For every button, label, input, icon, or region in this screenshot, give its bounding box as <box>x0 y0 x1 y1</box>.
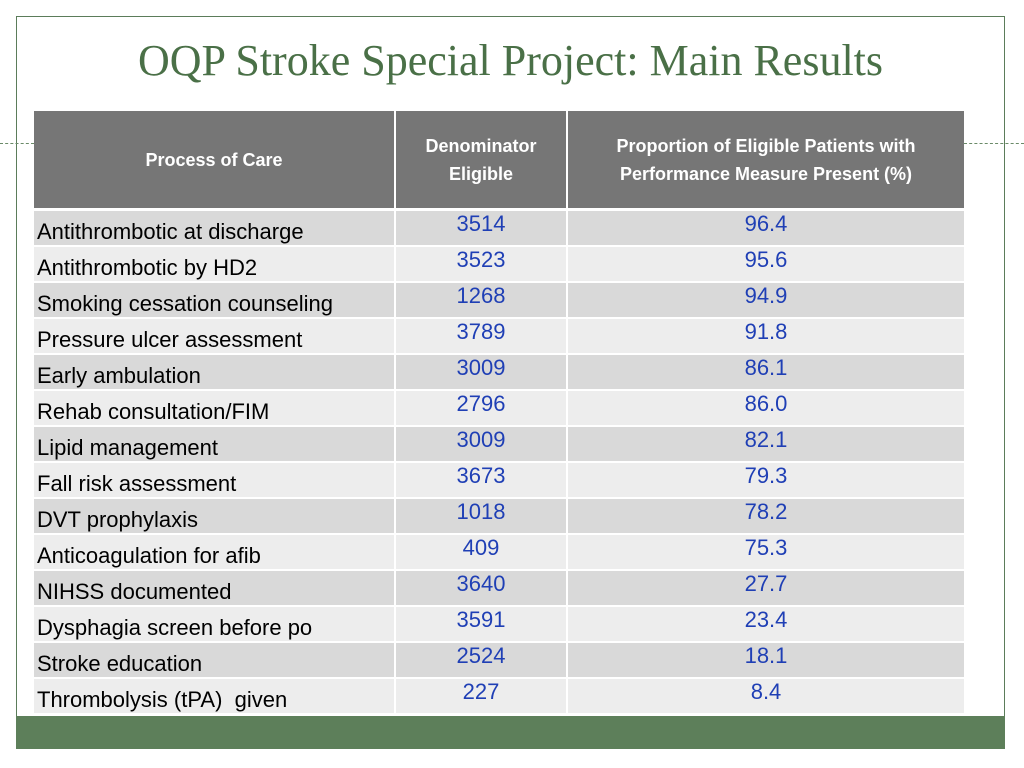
denominator-cell: 1268 <box>396 283 568 319</box>
denominator-cell: 3673 <box>396 463 568 499</box>
process-cell: Stroke education <box>34 643 396 679</box>
proportion-cell: 82.1 <box>568 427 964 463</box>
denominator-cell: 3591 <box>396 607 568 643</box>
process-cell: Smoking cessation counseling <box>34 283 396 319</box>
denominator-cell: 3009 <box>396 355 568 391</box>
process-cell: Antithrombotic at discharge <box>34 211 396 247</box>
denominator-cell: 2524 <box>396 643 568 679</box>
process-cell: Thrombolysis (tPA) given <box>34 679 396 715</box>
proportion-cell: 96.4 <box>568 211 964 247</box>
table-row: Thrombolysis (tPA) given 227 8.4 <box>34 679 964 715</box>
header-process-of-care: Process of Care <box>34 111 396 211</box>
process-cell: Fall risk assessment <box>34 463 396 499</box>
proportion-cell: 86.1 <box>568 355 964 391</box>
proportion-cell: 8.4 <box>568 679 964 715</box>
proportion-cell: 18.1 <box>568 643 964 679</box>
header-denominator-eligible: Denominator Eligible <box>396 111 568 211</box>
denominator-cell: 3009 <box>396 427 568 463</box>
divider-left <box>0 143 34 144</box>
proportion-cell: 27.7 <box>568 571 964 607</box>
proportion-cell: 78.2 <box>568 499 964 535</box>
table-row: Stroke education 2524 18.1 <box>34 643 964 679</box>
table-row: Smoking cessation counseling 1268 94.9 <box>34 283 964 319</box>
table-row: Anticoagulation for afib 409 75.3 <box>34 535 964 571</box>
process-cell: Early ambulation <box>34 355 396 391</box>
process-cell: NIHSS documented <box>34 571 396 607</box>
table-row: Antithrombotic at discharge 3514 96.4 <box>34 211 964 247</box>
denominator-cell: 2796 <box>396 391 568 427</box>
table-row: Lipid management 3009 82.1 <box>34 427 964 463</box>
proportion-cell: 75.3 <box>568 535 964 571</box>
table-row: DVT prophylaxis 1018 78.2 <box>34 499 964 535</box>
results-table: Process of Care Denominator Eligible Pro… <box>34 111 964 715</box>
table-header-row: Process of Care Denominator Eligible Pro… <box>34 111 964 211</box>
table-row: Dysphagia screen before po 3591 23.4 <box>34 607 964 643</box>
denominator-cell: 3789 <box>396 319 568 355</box>
process-cell: DVT prophylaxis <box>34 499 396 535</box>
table-row: Fall risk assessment 3673 79.3 <box>34 463 964 499</box>
proportion-cell: 95.6 <box>568 247 964 283</box>
slide-title: OQP Stroke Special Project: Main Results <box>137 36 884 85</box>
process-cell: Dysphagia screen before po <box>34 607 396 643</box>
denominator-cell: 1018 <box>396 499 568 535</box>
process-cell: Anticoagulation for afib <box>34 535 396 571</box>
proportion-cell: 79.3 <box>568 463 964 499</box>
proportion-cell: 91.8 <box>568 319 964 355</box>
process-cell: Rehab consultation/FIM <box>34 391 396 427</box>
denominator-cell: 3514 <box>396 211 568 247</box>
table-row: Rehab consultation/FIM 2796 86.0 <box>34 391 964 427</box>
divider-right <box>964 143 1024 144</box>
denominator-cell: 3523 <box>396 247 568 283</box>
table-row: NIHSS documented 3640 27.7 <box>34 571 964 607</box>
table-row: Pressure ulcer assessment 3789 91.8 <box>34 319 964 355</box>
process-cell: Antithrombotic by HD2 <box>34 247 396 283</box>
process-cell: Lipid management <box>34 427 396 463</box>
denominator-cell: 227 <box>396 679 568 715</box>
footer-bar <box>16 716 1005 749</box>
proportion-cell: 23.4 <box>568 607 964 643</box>
table-row: Early ambulation 3009 86.1 <box>34 355 964 391</box>
header-proportion: Proportion of Eligible Patients with Per… <box>568 111 964 211</box>
process-cell: Pressure ulcer assessment <box>34 319 396 355</box>
denominator-cell: 409 <box>396 535 568 571</box>
proportion-cell: 86.0 <box>568 391 964 427</box>
table-row: Antithrombotic by HD2 3523 95.6 <box>34 247 964 283</box>
proportion-cell: 94.9 <box>568 283 964 319</box>
denominator-cell: 3640 <box>396 571 568 607</box>
